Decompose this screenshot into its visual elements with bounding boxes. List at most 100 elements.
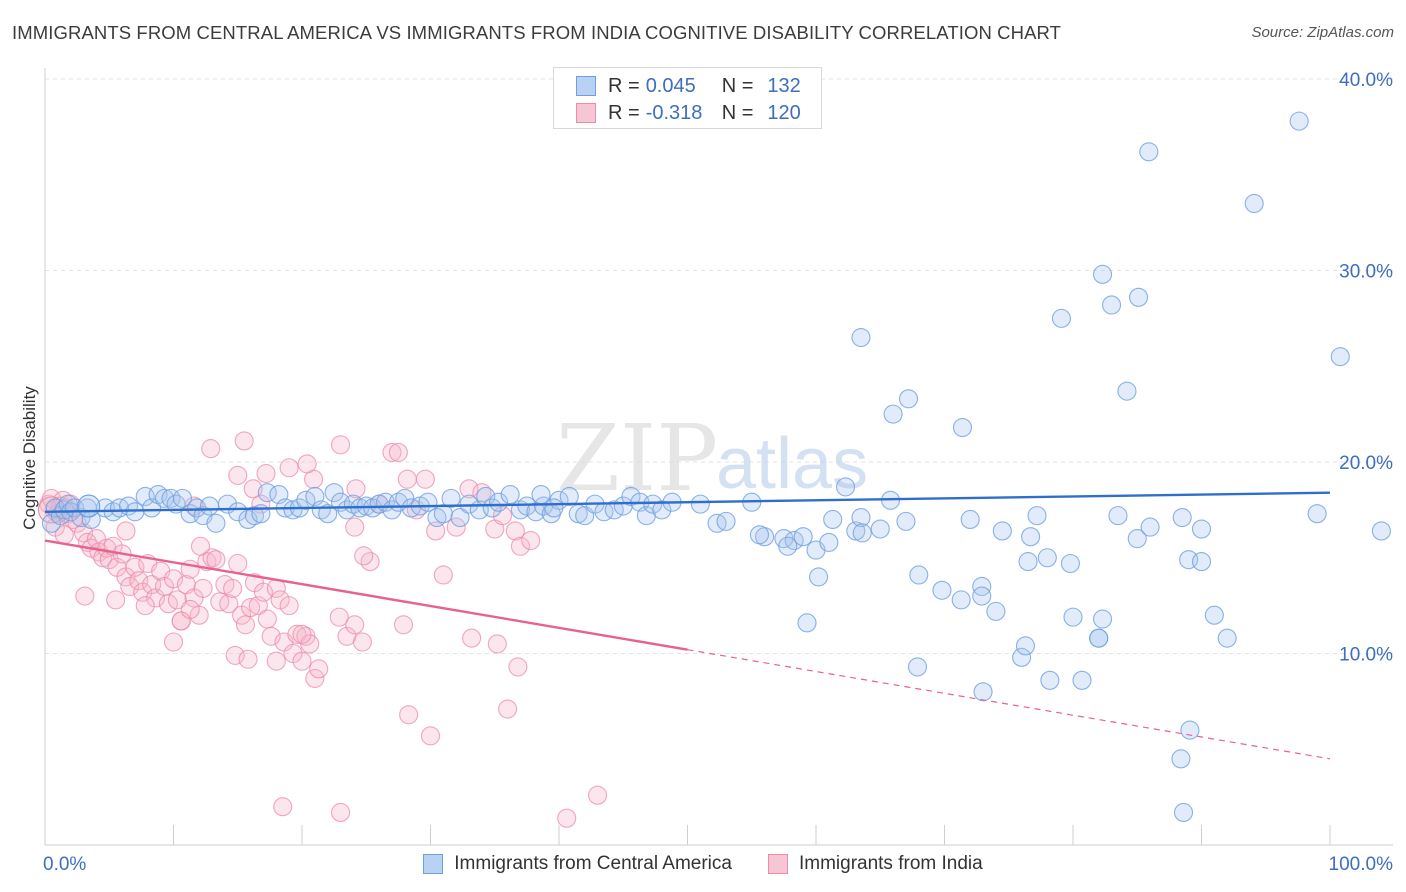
india-point [129, 571, 149, 591]
central-america-point [1021, 527, 1041, 547]
trend-lines [44, 491, 1331, 760]
central-america-point [369, 494, 389, 514]
india-point [279, 458, 299, 478]
central-america-point [1180, 720, 1200, 740]
central-america-point [960, 509, 980, 530]
central-america-point [544, 498, 564, 518]
india-point [382, 442, 402, 462]
india-point [238, 649, 258, 669]
central-america-point [643, 494, 663, 514]
central-america-trend-line [44, 491, 1331, 513]
central-america-point [500, 485, 520, 505]
india-point [189, 605, 209, 625]
series-legend: Immigrants from Central America Immigran… [0, 851, 1406, 877]
india-point [297, 454, 317, 474]
india-trend-line-extrapolated [687, 649, 1331, 760]
india-point [330, 435, 351, 455]
y-tick-label: 30.0% [1339, 262, 1393, 283]
central-america-point [206, 513, 226, 533]
x-tick-label: 100.0% [1329, 854, 1394, 875]
india-point [228, 465, 248, 485]
central-america-point [797, 613, 817, 633]
central-america-point [526, 502, 546, 522]
blue-square-icon [423, 854, 444, 874]
india-point [420, 726, 441, 746]
central-america-point [1063, 607, 1083, 627]
legend-item-central-america[interactable]: Immigrants from Central America [423, 853, 732, 875]
central-america-point [1127, 529, 1147, 549]
tick-labels: 10.0% 20.0% 30.0% 40.0% 0.0% 100.0% Cognitive … [20, 70, 1393, 875]
central-america-point [851, 327, 871, 348]
y-tick-label: 20.0% [1339, 453, 1393, 474]
r-value: 0.045 [645, 74, 696, 97]
india-point [521, 530, 541, 551]
central-america-point [1093, 264, 1113, 284]
india-point [120, 576, 140, 597]
central-america-point [459, 494, 479, 514]
watermark-atlas: atlas [716, 424, 868, 504]
central-america-point [1051, 308, 1071, 328]
n-value: 132 [767, 74, 801, 97]
central-america-point [690, 494, 710, 514]
india-point [261, 626, 281, 646]
pink-swatch-icon [576, 103, 596, 123]
central-america-point [559, 486, 579, 507]
central-america-point [1171, 749, 1191, 769]
india-point [508, 657, 528, 677]
india-point [67, 513, 87, 533]
axes [44, 68, 1393, 846]
central-america-point [973, 682, 993, 702]
chart-title: IMMIGRANTS FROM CENTRAL AMERICA VS IMMIG… [12, 22, 1062, 43]
central-america-point [992, 521, 1012, 541]
india-point [253, 582, 274, 602]
central-america-point [1139, 142, 1159, 162]
central-america-point [851, 507, 871, 528]
india-point [393, 615, 414, 635]
india-point [462, 628, 482, 648]
central-america-point [716, 511, 736, 531]
legend-item-india[interactable]: Immigrants from India [767, 853, 983, 875]
india-point [257, 609, 277, 629]
central-america-point [652, 500, 672, 520]
central-america-point [324, 483, 344, 503]
india-point [235, 615, 256, 635]
central-america-point [1140, 517, 1160, 537]
india-point [206, 550, 226, 570]
central-america-point [870, 519, 890, 539]
central-america-point [441, 488, 461, 508]
india-point [505, 521, 525, 541]
central-america-point [836, 477, 856, 497]
central-america-point [125, 502, 145, 522]
central-america-point [952, 417, 973, 438]
india-point [433, 565, 453, 585]
india-point [399, 705, 419, 725]
central-america-point [1027, 506, 1047, 526]
central-america-point [823, 509, 843, 530]
central-america-point [793, 527, 813, 547]
india-point [219, 594, 239, 614]
india-point [309, 659, 329, 679]
india-point [243, 479, 263, 499]
central-america-point [896, 511, 916, 531]
central-america-point [1117, 381, 1137, 401]
r-value: -0.318 [645, 101, 703, 124]
india-point [446, 517, 466, 537]
india-point [273, 797, 293, 817]
india-point [266, 651, 286, 671]
central-america-point [1217, 628, 1237, 648]
central-america-point [450, 507, 470, 528]
india-point [354, 546, 374, 566]
central-america-point [283, 500, 303, 520]
central-america-point [1015, 636, 1036, 656]
y-axis-label: Cognitive Disability [20, 386, 39, 530]
india-point [345, 615, 365, 635]
india-point [330, 802, 351, 822]
central-america-point [1307, 504, 1327, 524]
india-trend-line [44, 539, 688, 651]
india-point [241, 597, 261, 618]
india-point [167, 590, 187, 610]
central-america-point [489, 492, 509, 512]
central-america-point [852, 523, 872, 543]
legend-label: Immigrants from India [798, 853, 983, 874]
india-point [163, 569, 184, 589]
